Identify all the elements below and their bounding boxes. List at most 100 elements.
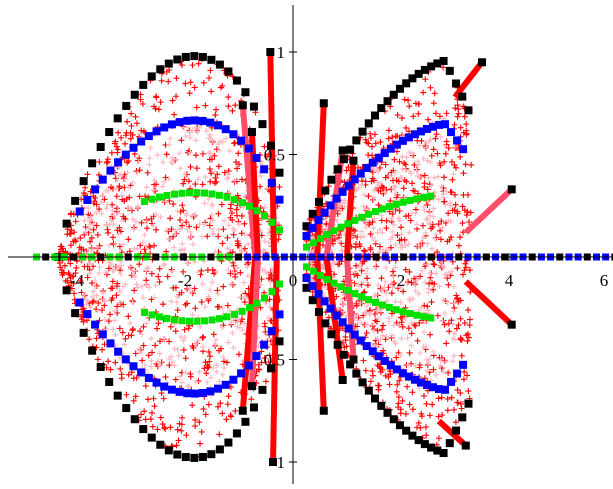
cloud-point-red <box>213 146 220 153</box>
cloud-point-red <box>81 292 88 299</box>
cloud-point-red <box>411 161 418 168</box>
boundary-point-blue <box>374 352 383 361</box>
cloud-point-pink <box>259 267 266 273</box>
boundary-point-black <box>445 66 454 75</box>
cloud-point-red <box>464 208 471 215</box>
boundary-point-black <box>414 436 423 445</box>
cloud-point-pink <box>354 317 361 323</box>
boundary-point-green <box>406 196 414 204</box>
cloud-point-red <box>125 313 132 320</box>
cloud-point-red <box>152 105 159 112</box>
cloud-point-pink <box>157 363 164 369</box>
boundary-point-blue <box>275 195 284 204</box>
cloud-point-red <box>423 400 430 407</box>
cloud-point-pink <box>100 290 106 297</box>
boundary-point-green <box>337 223 345 231</box>
cloud-point-red <box>368 178 375 185</box>
boundary-point-black <box>79 177 88 186</box>
cloud-point-pink <box>96 270 102 276</box>
boundary-point-blue <box>83 195 92 204</box>
cloud-point-pink <box>424 240 431 247</box>
cloud-point-red <box>174 307 181 314</box>
cloud-point-red <box>185 325 192 332</box>
cloud-point-red <box>216 347 223 354</box>
cloud-point-red <box>377 369 384 376</box>
boundary-point-blue <box>344 324 353 333</box>
boundary-point-black <box>139 425 148 434</box>
cloud-point-red <box>441 158 448 165</box>
cloud-point-red <box>224 359 231 366</box>
cloud-point-red <box>229 249 236 256</box>
boundary-point-blue <box>237 136 246 145</box>
cloud-point-pink <box>330 260 336 267</box>
boundary-point-green <box>309 239 317 247</box>
cloud-point-pink <box>418 238 425 245</box>
cloud-point-pink <box>357 300 364 306</box>
cloud-point-pink <box>428 182 435 189</box>
boundary-point-blue <box>380 149 389 158</box>
boundary-point-blue <box>398 369 407 378</box>
cloud-point-red <box>68 210 75 217</box>
cloud-point-pink <box>151 177 158 183</box>
cloud-point-red <box>448 158 455 165</box>
boundary-point-black <box>364 386 373 395</box>
cloud-point-pink <box>395 322 402 328</box>
cloud-point-pink <box>181 334 188 341</box>
cloud-point-red <box>104 156 111 163</box>
cloud-point-pink <box>426 356 433 362</box>
cloud-point-red <box>429 401 436 408</box>
cloud-point-red <box>391 156 398 163</box>
boundary-point-black <box>71 196 80 205</box>
boundary-point-blue <box>183 116 192 125</box>
cloud-point-red <box>208 88 215 95</box>
cloud-point-pink <box>420 234 427 241</box>
cloud-point-red <box>454 265 461 272</box>
cloud-point-red <box>433 131 440 138</box>
cloud-point-pink <box>225 339 232 346</box>
boundary-point-blue <box>129 362 138 371</box>
cloud-point-red <box>200 79 207 86</box>
ray-end-marker <box>349 156 358 165</box>
cloud-point-pink <box>421 329 427 335</box>
cloud-point-pink <box>377 180 384 187</box>
cloud-point-red <box>64 277 71 284</box>
boundary-point-green <box>193 189 201 197</box>
cloud-point-red <box>117 267 124 274</box>
boundary-point-blue <box>160 382 169 391</box>
ray-end-marker <box>461 441 470 450</box>
cloud-point-pink <box>430 205 437 212</box>
cloud-point-red <box>192 305 199 312</box>
cloud-point-red <box>160 395 167 402</box>
ray-end-marker <box>266 48 275 56</box>
cloud-point-pink <box>118 192 125 199</box>
boundary-point-blue <box>302 273 311 282</box>
cloud-point-pink <box>383 333 390 340</box>
cloud-point-pink <box>90 288 97 295</box>
cloud-point-pink <box>433 270 439 277</box>
cloud-point-red <box>113 292 120 299</box>
cloud-point-red <box>138 219 145 226</box>
boundary-point-green <box>385 203 393 211</box>
cloud-point-red <box>368 143 375 150</box>
boundary-point-black <box>314 197 323 206</box>
cloud-point-pink <box>144 281 150 287</box>
cloud-point-pink <box>377 336 384 343</box>
cloud-point-red <box>367 231 374 238</box>
cloud-point-pink <box>130 226 137 233</box>
cloud-point-red <box>231 140 238 147</box>
cloud-point-red <box>193 165 200 172</box>
cloud-point-pink <box>377 226 383 233</box>
cloud-point-pink <box>364 265 371 272</box>
cloud-point-red <box>241 220 248 227</box>
cloud-point-pink <box>234 265 240 271</box>
cloud-point-red <box>130 397 137 404</box>
cloud-point-pink <box>169 155 176 161</box>
cloud-point-red <box>143 277 150 284</box>
boundary-point-blue <box>137 137 146 146</box>
cloud-point-red <box>437 227 444 234</box>
cloud-point-pink <box>239 247 245 253</box>
cloud-point-pink <box>111 308 118 314</box>
cloud-point-red <box>266 352 273 359</box>
cloud-point-red <box>455 298 462 305</box>
cloud-point-red <box>460 376 467 383</box>
